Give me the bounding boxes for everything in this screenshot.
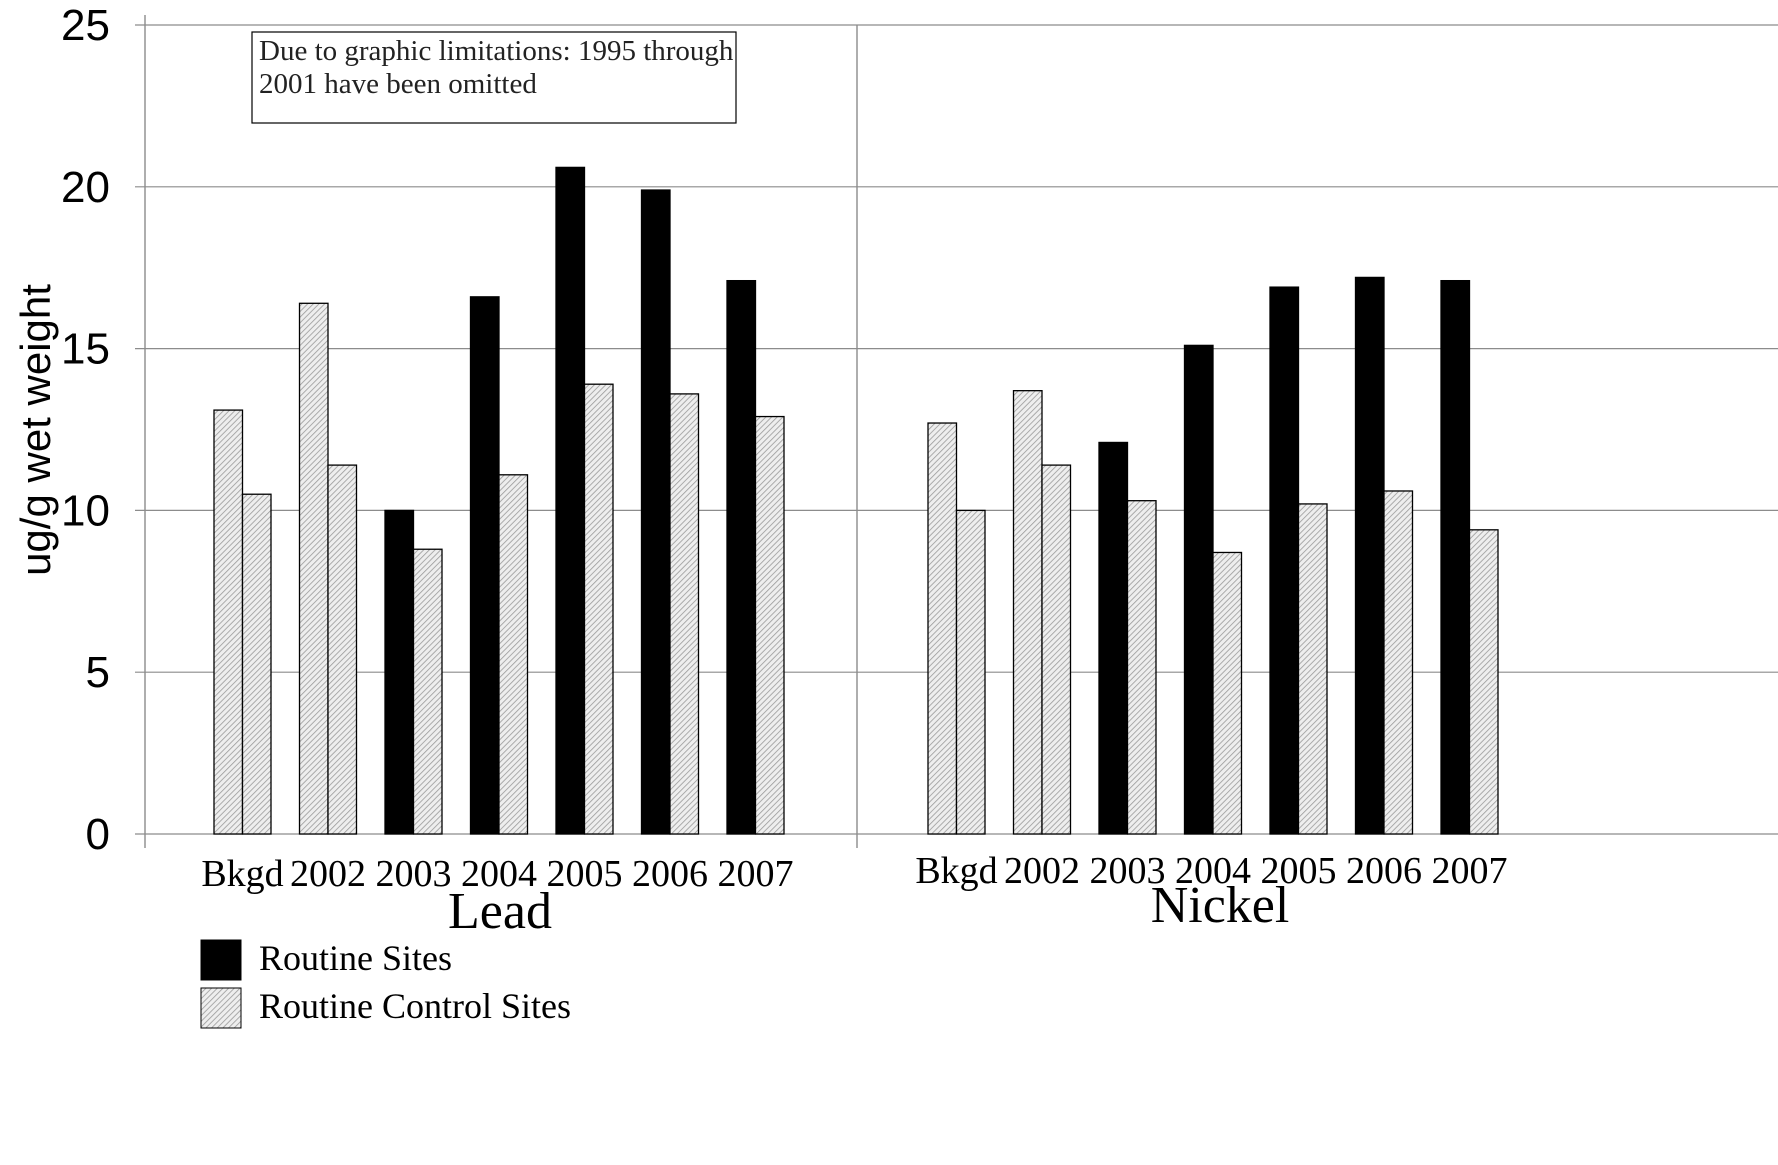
panel-label: Lead (448, 883, 552, 940)
bar (583, 383, 614, 835)
panel-label: Nickel (1151, 877, 1290, 934)
bar (469, 296, 500, 835)
category-label: Bkgd (915, 850, 997, 892)
bar (213, 409, 244, 835)
bar (1354, 276, 1385, 835)
legend: Routine Sites Routine Control Sites (200, 938, 571, 1029)
legend-label: Routine Control Sites (259, 986, 571, 1026)
category-label: Bkgd (201, 853, 283, 895)
category-label: 2003 (376, 853, 452, 895)
y-tick-label: 15 (61, 325, 110, 374)
bar (298, 302, 329, 835)
y-tick-label: 10 (61, 486, 110, 535)
legend-swatch (200, 939, 242, 981)
y-tick-label: 20 (61, 163, 110, 212)
bar (1041, 464, 1072, 835)
bar (927, 422, 958, 835)
category-label: 2002 (1004, 850, 1080, 892)
bar (1269, 286, 1300, 835)
bar (1297, 503, 1328, 835)
category-label: 2007 (718, 853, 794, 895)
annotation-box (251, 31, 737, 124)
bar (327, 464, 358, 835)
category-label: 2007 (1432, 850, 1508, 892)
axes (144, 15, 858, 848)
y-axis-label: ug/g wet weight (12, 284, 59, 576)
category-label: 2006 (1346, 850, 1422, 892)
bar (640, 189, 671, 835)
y-tick-label: 0 (86, 810, 110, 859)
annotation: Due to graphic limitations: 1995 through… (251, 31, 737, 124)
bar (1212, 551, 1243, 835)
bar (1098, 441, 1129, 835)
category-label: 2004 (461, 853, 537, 895)
category-label: 2004 (1175, 850, 1251, 892)
bar (669, 393, 700, 835)
legend-swatch (200, 987, 242, 1029)
legend-label: Routine Sites (259, 938, 452, 978)
y-tick-label: 25 (61, 1, 110, 50)
category-label: 2005 (1261, 850, 1337, 892)
bar (1012, 390, 1043, 835)
bar (754, 415, 785, 835)
category-label: 2002 (290, 853, 366, 895)
category-label: 2003 (1090, 850, 1166, 892)
bar (555, 166, 586, 835)
bar (384, 509, 415, 835)
y-tick-label: 5 (86, 648, 110, 697)
bar (1468, 529, 1499, 835)
annotation-text: 2001 have been omitted (259, 68, 537, 100)
bar (1183, 344, 1214, 835)
bar (1440, 279, 1471, 835)
bar (412, 548, 443, 835)
annotation-text: Due to graphic limitations: 1995 through (259, 35, 734, 67)
category-label: 2006 (632, 853, 708, 895)
bar (241, 493, 272, 835)
bar (1383, 490, 1414, 835)
bar (955, 509, 986, 835)
category-label: 2005 (547, 853, 623, 895)
bar (726, 279, 757, 835)
bars (213, 166, 1499, 835)
bar (1126, 500, 1157, 835)
bar (498, 474, 529, 835)
